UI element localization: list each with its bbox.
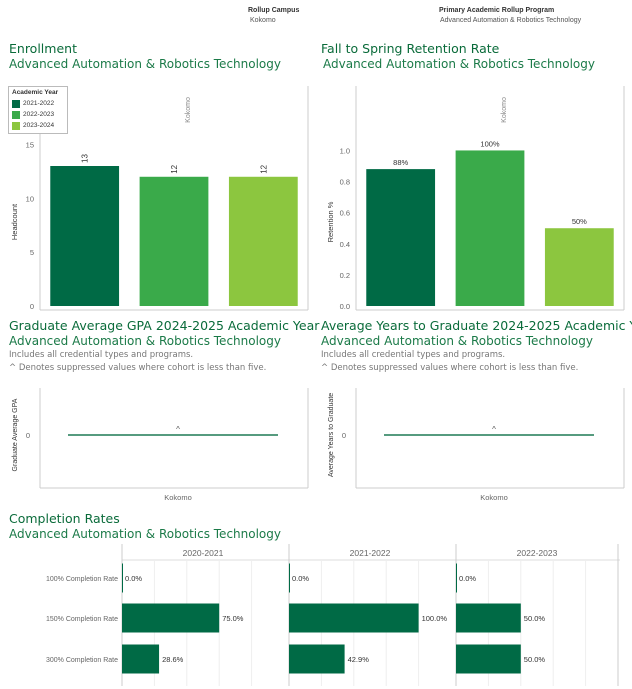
- completion-bar: [289, 603, 419, 633]
- gpa-suppressed-label: ^: [176, 425, 180, 434]
- enrollment-y-tick-label: 0: [30, 302, 34, 311]
- enrollment-y-tick-label: 10: [26, 194, 34, 203]
- years-suppressed-label: ^: [492, 425, 496, 434]
- completion-data-label: 28.6%: [162, 655, 184, 664]
- enrollment-subtitle: Advanced Automation & Robotics Technolog…: [9, 57, 281, 71]
- years-y-axis-title: Average Years to Graduate: [328, 393, 335, 477]
- completion-data-label: 42.9%: [348, 655, 370, 664]
- legend-item-2022-2023[interactable]: 2022-2023: [12, 109, 64, 120]
- retention-y-tick-label: 0.6: [340, 209, 350, 218]
- completion-column-header: 2020-2021: [183, 548, 224, 558]
- completion-row-label: 100% Completion Rate: [46, 576, 118, 583]
- retention-y-tick-label: 0.4: [340, 240, 350, 249]
- completion-bar: [289, 644, 345, 674]
- retention-bar-2022-2023: [455, 150, 525, 306]
- retention-data-label: 100%: [480, 139, 500, 148]
- enrollment-data-label: 12: [259, 164, 268, 173]
- years-note-credentials: Includes all credential types and progra…: [321, 350, 506, 360]
- completion-bar: [456, 563, 457, 593]
- years-chart: 0 ^ Average Years to Graduate Kokomo: [328, 388, 625, 502]
- enrollment-data-label: 12: [170, 164, 179, 173]
- retention-y-tick-label: 1.0: [340, 146, 350, 155]
- retention-chart: Kokomo 0.0 0.2 0.4 0.6 0.8 1.0 Retention % 88% 10…: [326, 86, 625, 311]
- completion-bar: [456, 603, 521, 633]
- years-note-suppressed: ^ Denotes suppressed values where cohort…: [321, 363, 579, 373]
- completion-bar: [122, 563, 123, 593]
- gpa-x-category-label: Kokomo: [164, 493, 192, 502]
- completion-column-header: 2021-2022: [350, 548, 391, 558]
- retention-y-tick-label: 0.2: [340, 271, 350, 280]
- legend-swatch: [12, 110, 20, 119]
- retention-data-label: 88%: [393, 158, 408, 167]
- gpa-subtitle: Advanced Automation & Robotics Technolog…: [9, 334, 281, 348]
- legend-label: 2022-2023: [23, 111, 55, 118]
- gpa-title: Graduate Average GPA 2024-2025 Academic …: [9, 318, 320, 333]
- completion-data-label: 0.0%: [292, 574, 309, 583]
- legend-item-2021-2022[interactable]: 2021-2022: [12, 98, 64, 109]
- retention-data-label: 50%: [572, 217, 587, 226]
- retention-y-tick-label: 0.0: [340, 302, 350, 311]
- gpa-note-suppressed: ^ Denotes suppressed values where cohort…: [9, 363, 267, 373]
- legend-swatch: [12, 99, 20, 108]
- legend-title: Academic Year: [12, 89, 59, 96]
- completion-bar: [289, 563, 290, 593]
- enrollment-data-label: 13: [81, 154, 90, 163]
- gpa-y-axis-title: Graduate Average GPA: [12, 398, 19, 471]
- retention-y-tick-label: 0.8: [340, 178, 350, 187]
- years-title: Average Years to Graduate 2024-2025 Acad…: [321, 318, 632, 333]
- enrollment-header-label: Kokomo: [185, 97, 192, 123]
- completion-row-label: 150% Completion Rate: [46, 616, 118, 623]
- legend-item-2023-2024[interactable]: 2023-2024: [12, 120, 64, 131]
- program-filter-value[interactable]: Advanced Automation & Robotics Technolog…: [440, 17, 582, 24]
- completion-data-label: 0.0%: [125, 574, 142, 583]
- completion-chart: 2020-2021 2021-2022 2022-2023 100% Completi…: [46, 544, 620, 686]
- retention-y-axis-title: Retention %: [326, 201, 335, 242]
- enrollment-y-axis-title: Headcount: [10, 203, 19, 240]
- completion-column-header: 2022-2023: [517, 548, 558, 558]
- retention-title: Fall to Spring Retention Rate: [321, 41, 500, 56]
- legend-label: 2023-2024: [23, 122, 55, 129]
- enrollment-bar-2021-2022: [50, 166, 120, 306]
- completion-data-label: 100.0%: [422, 614, 448, 623]
- enrollment-y-tick-label: 15: [26, 140, 34, 149]
- completion-data-label: 50.0%: [524, 614, 546, 623]
- campus-filter-label: Rollup Campus: [248, 7, 300, 14]
- gpa-chart: 0 ^ Graduate Average GPA Kokomo: [12, 388, 309, 502]
- years-subtitle: Advanced Automation & Robotics Technolog…: [321, 334, 593, 348]
- completion-row-label: 300% Completion Rate: [46, 657, 118, 664]
- gpa-y-tick-label: 0: [26, 431, 30, 440]
- legend-swatch: [12, 121, 20, 130]
- legend-label: 2021-2022: [23, 100, 55, 107]
- program-filter-label: Primary Academic Rollup Program: [439, 7, 555, 14]
- enrollment-legend: Academic Year 2021-2022 2022-2023 2023-2…: [8, 86, 68, 134]
- completion-data-label: 0.0%: [459, 574, 476, 583]
- retention-bar-2023-2024: [544, 228, 614, 306]
- completion-bar: [456, 644, 521, 674]
- completion-data-label: 75.0%: [222, 614, 244, 623]
- retention-header-label: Kokomo: [501, 97, 508, 123]
- retention-subtitle: Advanced Automation & Robotics Technolog…: [323, 57, 595, 71]
- enrollment-bar-2022-2023: [139, 176, 209, 306]
- enrollment-chart: Kokomo 0 5 10 15 Headcount 13 12 12: [10, 86, 309, 311]
- gpa-note-credentials: Includes all credential types and progra…: [9, 350, 194, 360]
- enrollment-title: Enrollment: [9, 41, 77, 56]
- completion-title: Completion Rates: [9, 511, 120, 526]
- completion-bar: [122, 603, 220, 633]
- years-x-category-label: Kokomo: [480, 493, 508, 502]
- enrollment-y-tick-label: 5: [30, 248, 34, 257]
- completion-data-label: 50.0%: [524, 655, 546, 664]
- retention-bar-2021-2022: [366, 169, 436, 306]
- completion-subtitle: Advanced Automation & Robotics Technolog…: [9, 527, 281, 541]
- years-y-tick-label: 0: [342, 431, 346, 440]
- campus-filter-value[interactable]: Kokomo: [250, 17, 276, 24]
- enrollment-bar-2023-2024: [228, 176, 298, 306]
- completion-bar: [122, 644, 160, 674]
